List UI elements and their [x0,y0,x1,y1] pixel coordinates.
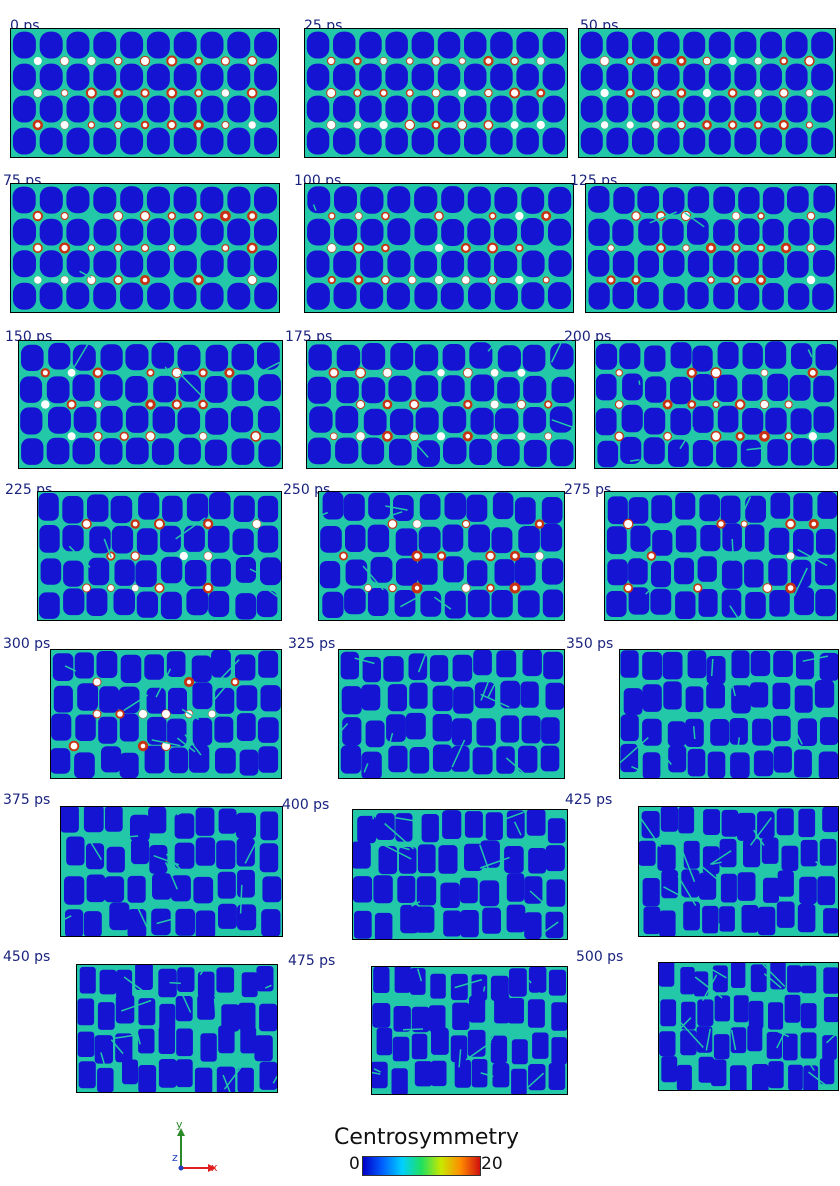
frame-label: 275 ps [564,482,612,498]
snapshot-panel [638,806,839,937]
snapshot-panel [318,491,565,621]
snapshot-panel [50,649,282,779]
grain-structure-map [305,29,567,157]
grain-structure-map [639,807,838,936]
snapshot-panel [578,28,836,158]
legend-title: Centrosymmetry [334,1125,520,1150]
frame-label: 450 ps [3,949,51,965]
axis-x-label: x [211,1161,218,1174]
grain-structure-map [11,29,279,157]
snapshot-panel [18,340,283,469]
grain-structure-map [38,492,281,620]
frame-label: 350 ps [566,636,614,652]
axis-y-label: y [176,1118,183,1131]
grain-structure-map [51,650,281,778]
snapshot-panel [594,340,838,469]
grain-structure-map [77,965,277,1092]
snapshot-panel [658,962,839,1091]
colorbar-max-label: 20 [481,1154,503,1174]
colorbar [362,1156,481,1176]
grain-structure-map [595,341,837,468]
axis-z-label: z [172,1151,178,1164]
frame-label: 375 ps [3,792,51,808]
snapshot-panel [76,964,278,1093]
snapshot-panel [306,340,576,469]
grain-structure-map [579,29,835,157]
frame-label: 325 ps [288,636,336,652]
grain-structure-map [19,341,282,468]
grain-structure-map [372,967,567,1094]
frame-label: 300 ps [3,636,51,652]
snapshot-panel [585,183,837,313]
snapshot-panel [371,966,568,1095]
colorbar-min-label: 0 [349,1154,360,1174]
grain-structure-map [11,184,279,312]
snapshot-panel [10,183,280,313]
grain-structure-map [659,963,838,1090]
grain-structure-map [620,650,838,778]
grain-structure-map [605,492,837,620]
grain-structure-map [339,650,564,778]
frame-label: 475 ps [288,953,336,969]
grain-structure-map [353,810,567,939]
grain-structure-map [319,492,564,620]
snapshot-panel [10,28,280,158]
snapshot-panel [338,649,565,779]
axes-triad: y z x [172,1118,222,1178]
grain-structure-map [61,807,282,936]
frame-label: 400 ps [282,797,330,813]
snapshot-panel [304,183,574,313]
snapshot-panel [304,28,568,158]
frame-label: 500 ps [576,949,624,965]
snapshot-panel [60,806,283,937]
grain-structure-map [305,184,573,312]
snapshot-panel [37,491,282,621]
grain-structure-map [307,341,575,468]
snapshot-panel [619,649,839,779]
frame-label: 425 ps [565,792,613,808]
grain-structure-map [586,184,836,312]
snapshot-panel [604,491,838,621]
snapshot-panel [352,809,568,940]
